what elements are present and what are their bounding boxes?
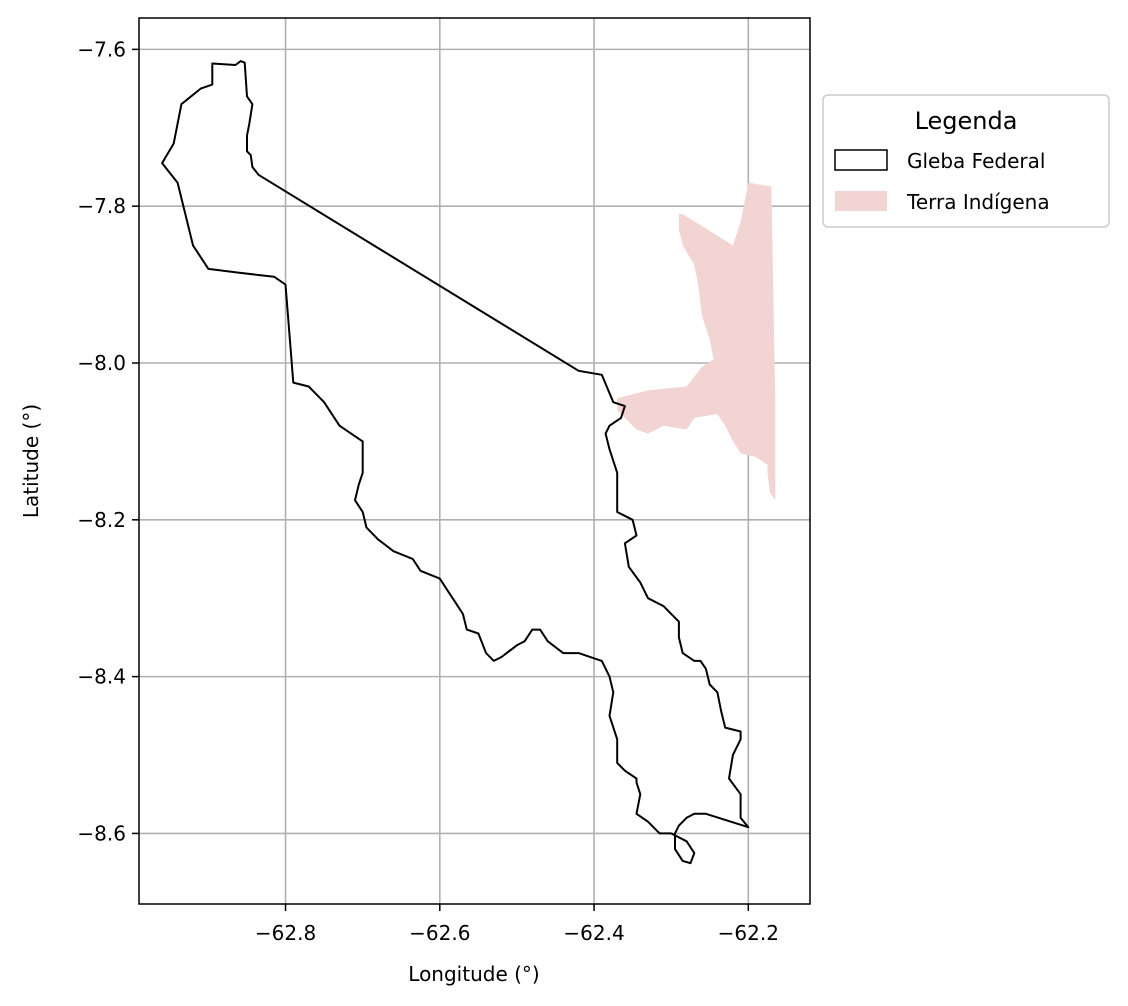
plot-frame (138, 17, 811, 905)
polygon-gleba-federal (161, 60, 750, 865)
y-tick-label: −7.8 (77, 194, 126, 218)
legend-title: Legenda (915, 107, 1018, 135)
legend: Legenda Gleba Federal Terra Indígena (822, 94, 1110, 228)
polygon-terra-indigena (617, 182, 776, 501)
legend-swatch-terra-indigena (835, 191, 887, 211)
x-tick-label: −62.6 (409, 921, 470, 945)
legend-label-terra-indigena: Terra Indígena (906, 190, 1050, 214)
map-layers (161, 60, 776, 865)
x-axis-title: Longitude (°) (408, 962, 539, 986)
legend-frame (822, 94, 1110, 228)
x-tick-label: −62.8 (255, 921, 316, 945)
y-tick-label: −8.0 (77, 351, 126, 375)
y-tick-label: −7.6 (77, 37, 126, 61)
axis-ticks: −62.8 −62.6 −62.4 −62.2 −7.6 −7.8 −8.0 −8.2 −8.4… (77, 37, 779, 945)
y-tick-label: −8.6 (77, 821, 126, 845)
legend-swatch-gleba-federal (834, 149, 888, 171)
y-tick-label: −8.2 (77, 508, 126, 532)
x-tick-label: −62.2 (718, 921, 779, 945)
y-axis-title: Latitude (°) (19, 404, 43, 518)
grid-lines (139, 18, 810, 904)
x-tick-label: −62.4 (563, 921, 624, 945)
y-tick-label: −8.4 (77, 665, 126, 689)
legend-label-gleba-federal: Gleba Federal (907, 149, 1045, 173)
